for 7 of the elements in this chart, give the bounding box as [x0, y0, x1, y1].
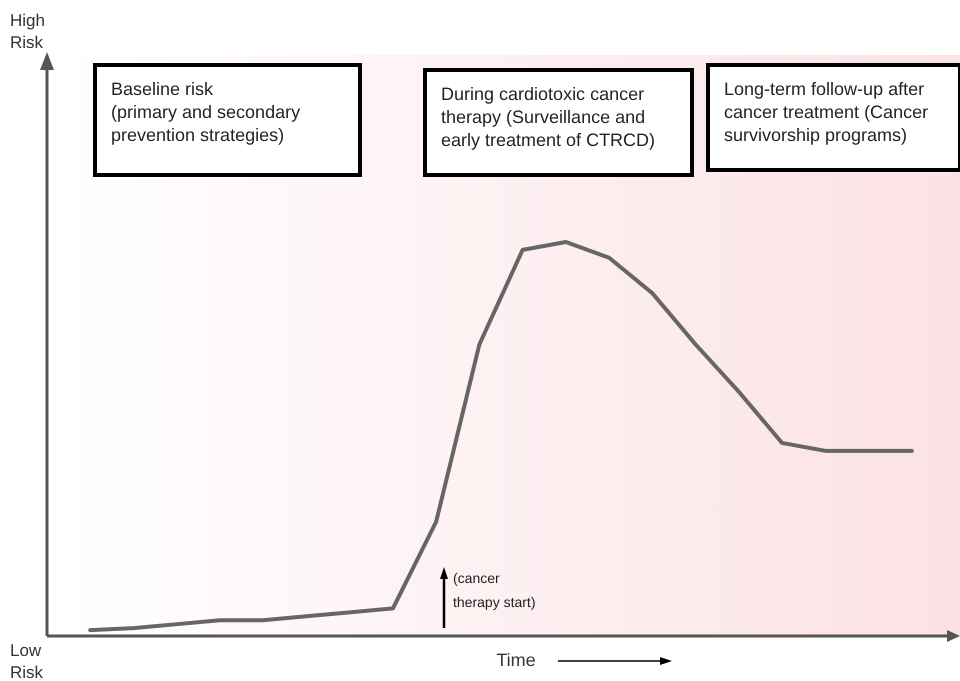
x-axis-title: Time: [496, 650, 536, 670]
annotation: (cancer therapy start): [453, 570, 536, 610]
text: Baseline risk (primary and secondary prevention strategies): [111, 79, 300, 145]
text: Long-term follow-up after cancer treatment (Cancer survivorship programs): [724, 79, 928, 145]
text: Low Risk: [10, 641, 44, 681]
text: High Risk: [10, 11, 45, 52]
text: During cardiotoxic cancer therapy (Surveillance and early treatment of CTRCD): [441, 84, 656, 150]
